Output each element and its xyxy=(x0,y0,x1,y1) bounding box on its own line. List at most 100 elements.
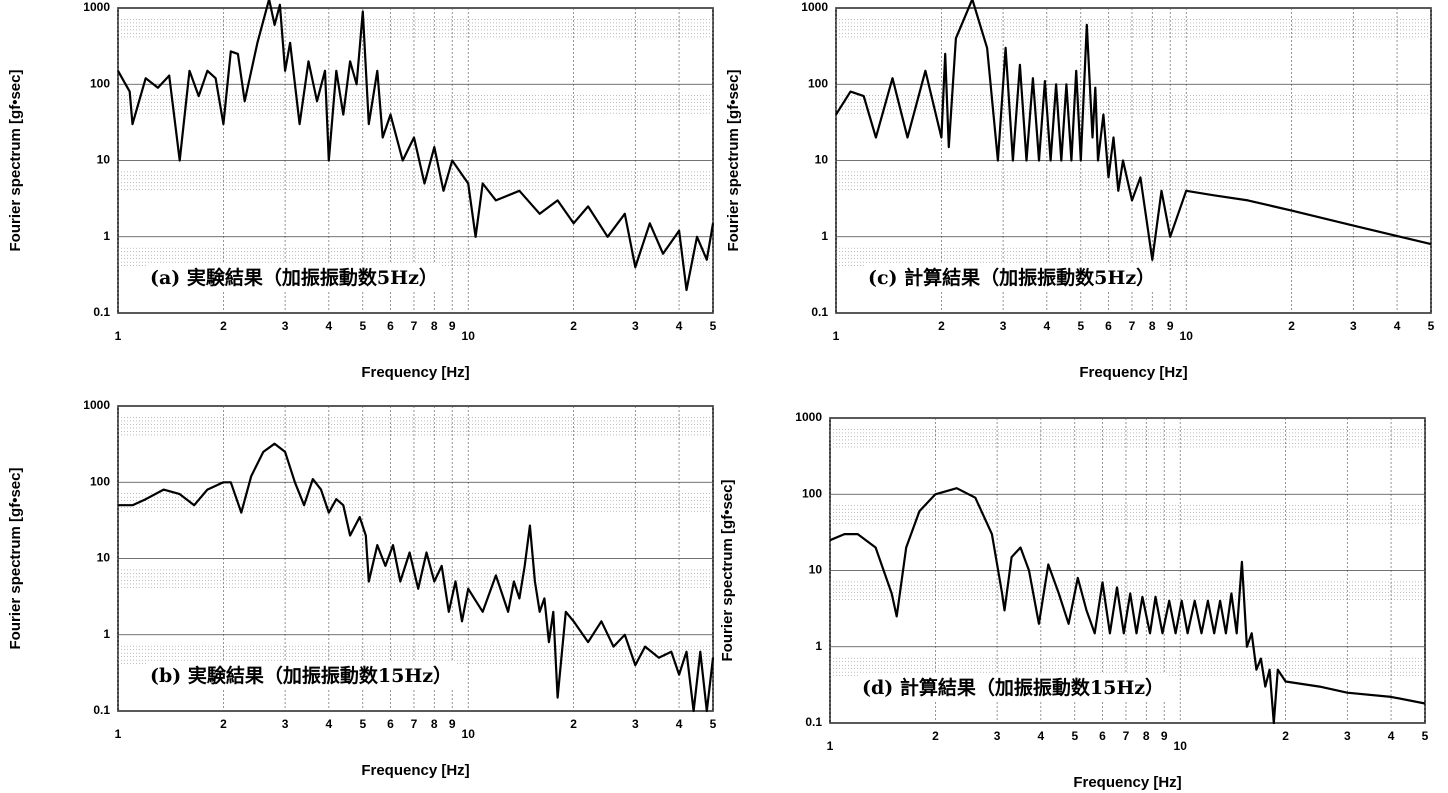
x-tick-label: 8 xyxy=(431,319,438,333)
x-tick-label: 5 xyxy=(710,319,717,333)
y-tick-label: 0.1 xyxy=(93,305,110,319)
spectrum-line xyxy=(118,442,715,713)
x-tick-label: 3 xyxy=(1350,319,1357,333)
chart-panel: 1 2 3 4 5 6 7 8 9 10 2 3 4 5 0.1 1 10 100 1000 Frequency [H… xyxy=(725,0,1435,381)
x-tick-label: 2 xyxy=(932,729,939,743)
y-tick-label: 100 xyxy=(90,76,110,90)
x-tick-label: 6 xyxy=(387,717,394,731)
x-tick-label: 2 xyxy=(1288,319,1295,333)
y-tick-label: 10 xyxy=(97,153,111,167)
x-tick-label: 10 xyxy=(1180,329,1194,343)
x-tick-label: 3 xyxy=(632,717,639,731)
x-tick-label: 4 xyxy=(676,717,683,731)
x-tick-label: 5 xyxy=(1077,319,1084,333)
x-tick-label: 4 xyxy=(326,717,333,731)
x-tick-label: 10 xyxy=(462,727,476,741)
x-tick-label: 3 xyxy=(1000,319,1007,333)
panel-title: (a) 実験結果（加振振動数5Hz） xyxy=(150,266,438,289)
x-tick-label: 3 xyxy=(632,319,639,333)
x-tick-label: 10 xyxy=(1174,739,1188,753)
x-tick-label: 7 xyxy=(1123,729,1130,743)
panel-title-box xyxy=(146,662,457,689)
x-tick-label: 9 xyxy=(449,717,456,731)
y-axis-label: Fourier spectrum [gf•sec] xyxy=(7,70,24,252)
y-axis-label: Fourier spectrum [gf•sec] xyxy=(719,480,736,662)
y-tick-label: 100 xyxy=(808,76,828,90)
x-tick-label: 8 xyxy=(1149,319,1156,333)
x-tick-label: 2 xyxy=(938,319,945,333)
x-tick-label: 5 xyxy=(710,717,717,731)
y-tick-label: 1 xyxy=(103,627,110,641)
y-tick-label: 1 xyxy=(821,229,828,243)
x-tick-label: 4 xyxy=(1388,729,1395,743)
y-tick-label: 0.1 xyxy=(93,703,110,717)
x-axis-label: Frequency [Hz] xyxy=(361,762,469,779)
x-tick-label: 4 xyxy=(326,319,333,333)
y-tick-label: 10 xyxy=(815,153,829,167)
y-tick-label: 100 xyxy=(90,474,110,488)
x-tick-label: 5 xyxy=(359,319,366,333)
panel-title: (c) 計算結果（加振振動数5Hz） xyxy=(868,266,1155,289)
x-tick-label: 10 xyxy=(462,329,476,343)
spectrum-line xyxy=(117,0,715,292)
y-tick-label: 1 xyxy=(103,229,110,243)
x-tick-label: 3 xyxy=(1344,729,1351,743)
x-tick-label: 2 xyxy=(220,319,227,333)
x-tick-label: 4 xyxy=(1044,319,1051,333)
x-tick-label: 4 xyxy=(1394,319,1401,333)
x-tick-label: 5 xyxy=(359,717,366,731)
x-tick-label: 2 xyxy=(570,717,577,731)
chart-panel: 1 2 3 4 5 6 7 8 9 10 2 3 4 5 0.1 1 10 100 1000 Frequency [H… xyxy=(7,398,717,779)
x-tick-label: 6 xyxy=(387,319,394,333)
x-tick-label: 9 xyxy=(449,319,456,333)
x-axis-label: Frequency [Hz] xyxy=(361,364,469,381)
spectrum-line xyxy=(835,0,1432,261)
y-tick-label: 10 xyxy=(809,563,823,577)
x-tick-label: 1 xyxy=(115,727,122,741)
x-tick-label: 9 xyxy=(1167,319,1174,333)
y-tick-label: 10 xyxy=(97,551,111,565)
panel-title: (d) 計算結果（加振振動数15Hz） xyxy=(862,676,1164,699)
panel-title-box xyxy=(864,264,1160,291)
y-tick-label: 0.1 xyxy=(811,305,828,319)
panel-title-box xyxy=(146,264,442,291)
x-tick-label: 7 xyxy=(411,319,418,333)
spectrum-line xyxy=(829,487,1426,725)
x-tick-label: 2 xyxy=(220,717,227,731)
x-tick-label: 7 xyxy=(411,717,418,731)
x-axis-label: Frequency [Hz] xyxy=(1079,364,1187,381)
x-tick-label: 5 xyxy=(1428,319,1435,333)
y-tick-label: 1000 xyxy=(801,0,828,14)
x-tick-label: 5 xyxy=(1422,729,1429,743)
x-tick-label: 4 xyxy=(676,319,683,333)
panel-title-box xyxy=(858,674,1169,701)
y-tick-label: 0.1 xyxy=(805,715,822,729)
y-tick-label: 100 xyxy=(802,486,822,500)
y-tick-label: 1 xyxy=(815,639,822,653)
chart-panel: 1 2 3 4 5 6 7 8 9 10 2 3 4 5 0.1 1 10 100 1000 Frequency [H… xyxy=(719,410,1429,791)
x-tick-label: 2 xyxy=(570,319,577,333)
y-tick-label: 1000 xyxy=(83,0,110,14)
x-tick-label: 4 xyxy=(1038,729,1045,743)
x-tick-label: 2 xyxy=(1282,729,1289,743)
x-tick-label: 9 xyxy=(1161,729,1168,743)
x-tick-label: 8 xyxy=(1143,729,1150,743)
x-tick-label: 1 xyxy=(115,329,122,343)
x-tick-label: 6 xyxy=(1099,729,1106,743)
y-tick-label: 1000 xyxy=(83,398,110,412)
x-tick-label: 3 xyxy=(994,729,1001,743)
panel-title: (b) 実験結果（加振振動数15Hz） xyxy=(150,664,452,687)
x-tick-label: 6 xyxy=(1105,319,1112,333)
x-tick-label: 5 xyxy=(1071,729,1078,743)
y-tick-label: 1000 xyxy=(795,410,822,424)
x-tick-label: 3 xyxy=(282,717,289,731)
x-tick-label: 3 xyxy=(282,319,289,333)
y-axis-label: Fourier spectrum [gf•sec] xyxy=(7,468,24,650)
chart-panel: 1 2 3 4 5 6 7 8 9 10 2 3 4 5 0.1 1 10 100 1000 Frequency [H… xyxy=(7,0,717,381)
x-tick-label: 1 xyxy=(833,329,840,343)
x-axis-label: Frequency [Hz] xyxy=(1073,774,1181,791)
y-axis-label: Fourier spectrum [gf•sec] xyxy=(725,70,742,252)
x-tick-label: 7 xyxy=(1129,319,1136,333)
x-tick-label: 8 xyxy=(431,717,438,731)
